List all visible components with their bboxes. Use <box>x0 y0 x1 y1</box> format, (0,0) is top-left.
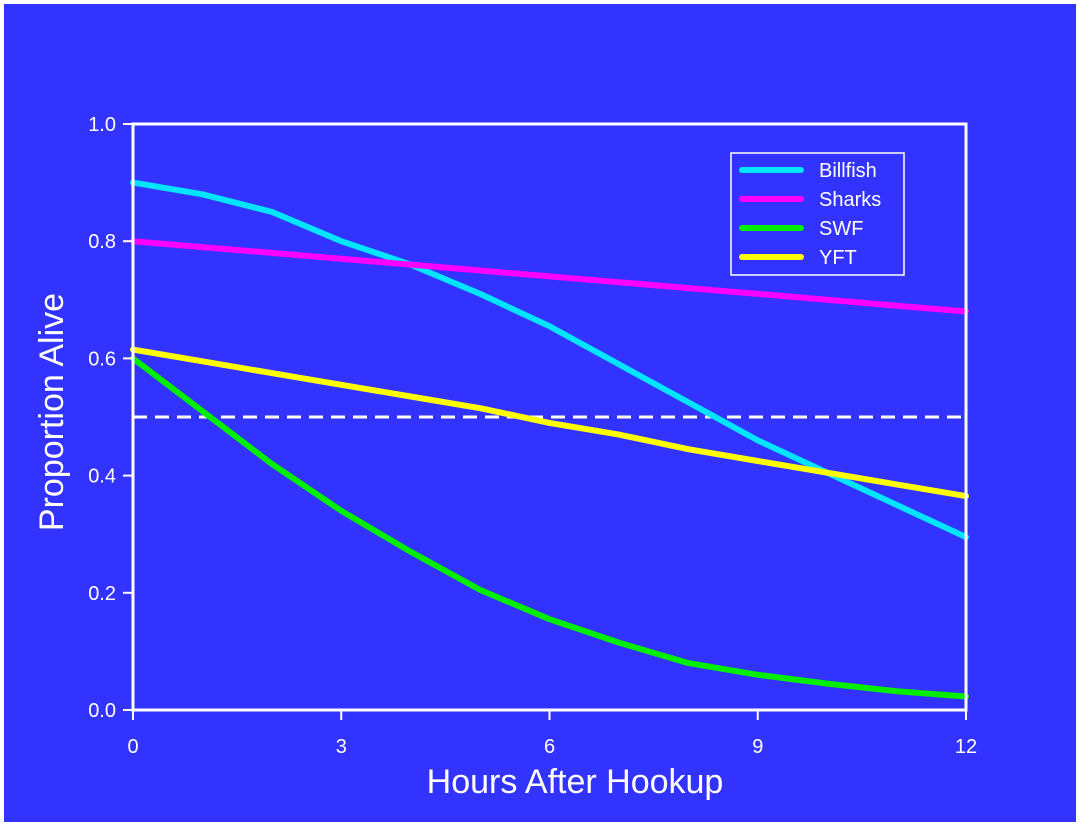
x-tick-label: 3 <box>336 736 347 758</box>
y-tick-label: 0.2 <box>88 583 116 605</box>
chart-canvas: 0 3 6 9 12 0.0 0.2 0.4 0.6 0.8 1.0 Hours After Hoo… <box>4 4 1076 822</box>
y-axis-title: Proportion Alive <box>33 293 71 531</box>
x-tick-label: 0 <box>127 736 138 758</box>
x-tick-label: 9 <box>752 736 763 758</box>
legend-label-sharks: Sharks <box>819 189 881 211</box>
y-tick-label: 0.4 <box>88 466 116 488</box>
y-tick-label: 0.6 <box>88 348 116 370</box>
legend-label-yft: YFT <box>819 247 857 269</box>
y-tick-label: 0.0 <box>88 700 116 722</box>
series-line-swf <box>130 355 969 700</box>
line-chart: 0 3 6 9 12 0.0 0.2 0.4 0.6 0.8 1.0 Hours After Hoo… <box>33 114 977 801</box>
y-tick-label: 0.8 <box>88 231 116 253</box>
x-tick-label: 6 <box>544 736 555 758</box>
x-axis-title: Hours After Hookup <box>427 763 724 801</box>
series-line-yft <box>130 346 969 500</box>
series-line-sharks <box>130 238 969 315</box>
legend-label-swf: SWF <box>819 218 863 240</box>
y-tick-label: 1.0 <box>88 114 116 136</box>
legend-box <box>730 152 905 276</box>
legend-label-billfish: Billfish <box>819 160 877 182</box>
legend: Billfish Sharks SWF YFT <box>730 152 905 276</box>
x-tick-label: 12 <box>955 736 977 758</box>
